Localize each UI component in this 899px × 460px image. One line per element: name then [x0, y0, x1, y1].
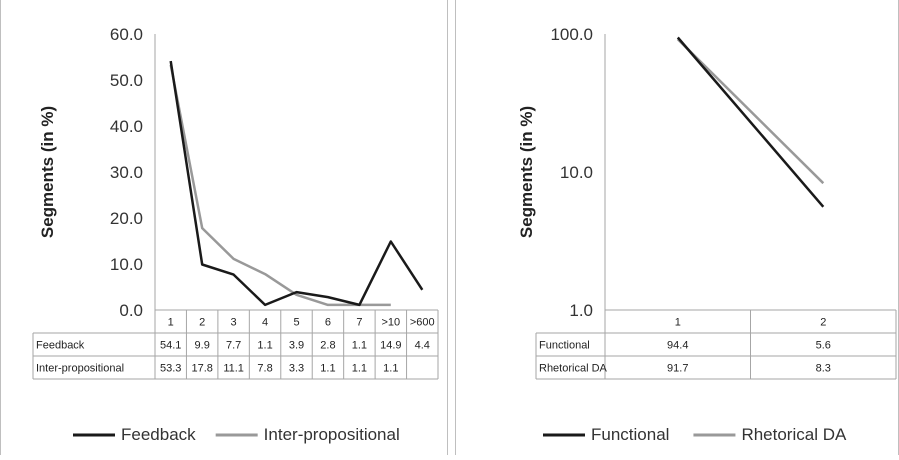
series-line-1 — [169, 64, 391, 307]
y-tick-label: 20.0 — [110, 209, 143, 228]
table-value: 11.1 — [223, 363, 244, 375]
table-value: 91.7 — [667, 363, 688, 375]
category-label: 2 — [820, 317, 826, 329]
table-value: 9.9 — [195, 340, 210, 352]
legend-label: Inter-propositional — [264, 425, 400, 444]
table-value: 54.1 — [160, 340, 181, 352]
series-line-1 — [676, 38, 825, 185]
y-tick-label: 10.0 — [560, 163, 593, 182]
y-tick-label: 1.0 — [569, 301, 593, 320]
category-label: 7 — [356, 317, 362, 329]
y-tick-label: 30.0 — [110, 163, 143, 182]
legend-label: Feedback — [121, 425, 196, 444]
y-tick-label: 50.0 — [110, 71, 143, 90]
category-label: 1 — [168, 317, 174, 329]
y-tick-label: 10.0 — [110, 255, 143, 274]
category-label: 3 — [231, 317, 237, 329]
category-label: 6 — [325, 317, 331, 329]
table-series-name: Inter-propositional — [36, 363, 124, 375]
chart-right: 1.0 10.0 100.0 Segments (in %) 1 2 Functional 9… — [517, 25, 897, 444]
category-label: 1 — [675, 317, 681, 329]
table-value: 17.8 — [191, 363, 212, 375]
category-label: >600 — [410, 317, 435, 329]
table-value: 3.9 — [289, 340, 304, 352]
table-value: 7.8 — [257, 363, 272, 375]
series-line-0 — [676, 36, 825, 208]
table-value: 2.8 — [320, 340, 335, 352]
table-value: 3.3 — [289, 363, 304, 375]
table-value: 14.9 — [380, 340, 401, 352]
y-tick-label: 60.0 — [110, 25, 143, 44]
chart-panel-right: 1.0 10.0 100.0 Segments (in %) 1 2 Functional 9… — [455, 0, 899, 455]
table-value: 1.1 — [383, 363, 398, 375]
table-value: 1.1 — [352, 363, 367, 375]
legend-label: Rhetorical DA — [741, 425, 847, 444]
category-label: 2 — [199, 317, 205, 329]
table-series-name: Functional — [539, 340, 590, 352]
table-value: 1.1 — [352, 340, 367, 352]
y-tick-label: 0.0 — [119, 301, 143, 320]
table-value: 7.7 — [226, 340, 241, 352]
table-value: 1.1 — [257, 340, 272, 352]
category-label: 5 — [293, 317, 299, 329]
y-axis-title: Segments (in %) — [517, 106, 536, 238]
table-value: 8.3 — [816, 363, 831, 375]
y-tick-label: 40.0 — [110, 117, 143, 136]
y-axis-title: Segments (in %) — [38, 106, 57, 238]
series-line-0 — [169, 60, 424, 307]
table-value: 94.4 — [667, 340, 688, 352]
table-value: 5.6 — [816, 340, 831, 352]
table-series-name: Feedback — [36, 340, 85, 352]
category-label: >10 — [381, 317, 400, 329]
chart-panel-left: 0.0 10.0 20.0 30.0 40.0 50.0 60.0 Segments (in … — [0, 0, 448, 455]
y-tick-label: 100.0 — [550, 25, 593, 44]
category-label: 4 — [262, 317, 268, 329]
legend-label: Functional — [591, 425, 669, 444]
table-value: 1.1 — [320, 363, 335, 375]
chart-left: 0.0 10.0 20.0 30.0 40.0 50.0 60.0 Segments (in … — [32, 25, 439, 444]
table-series-name: Rhetorical DA — [539, 363, 608, 375]
table-value: 4.4 — [415, 340, 430, 352]
table-value: 53.3 — [160, 363, 181, 375]
